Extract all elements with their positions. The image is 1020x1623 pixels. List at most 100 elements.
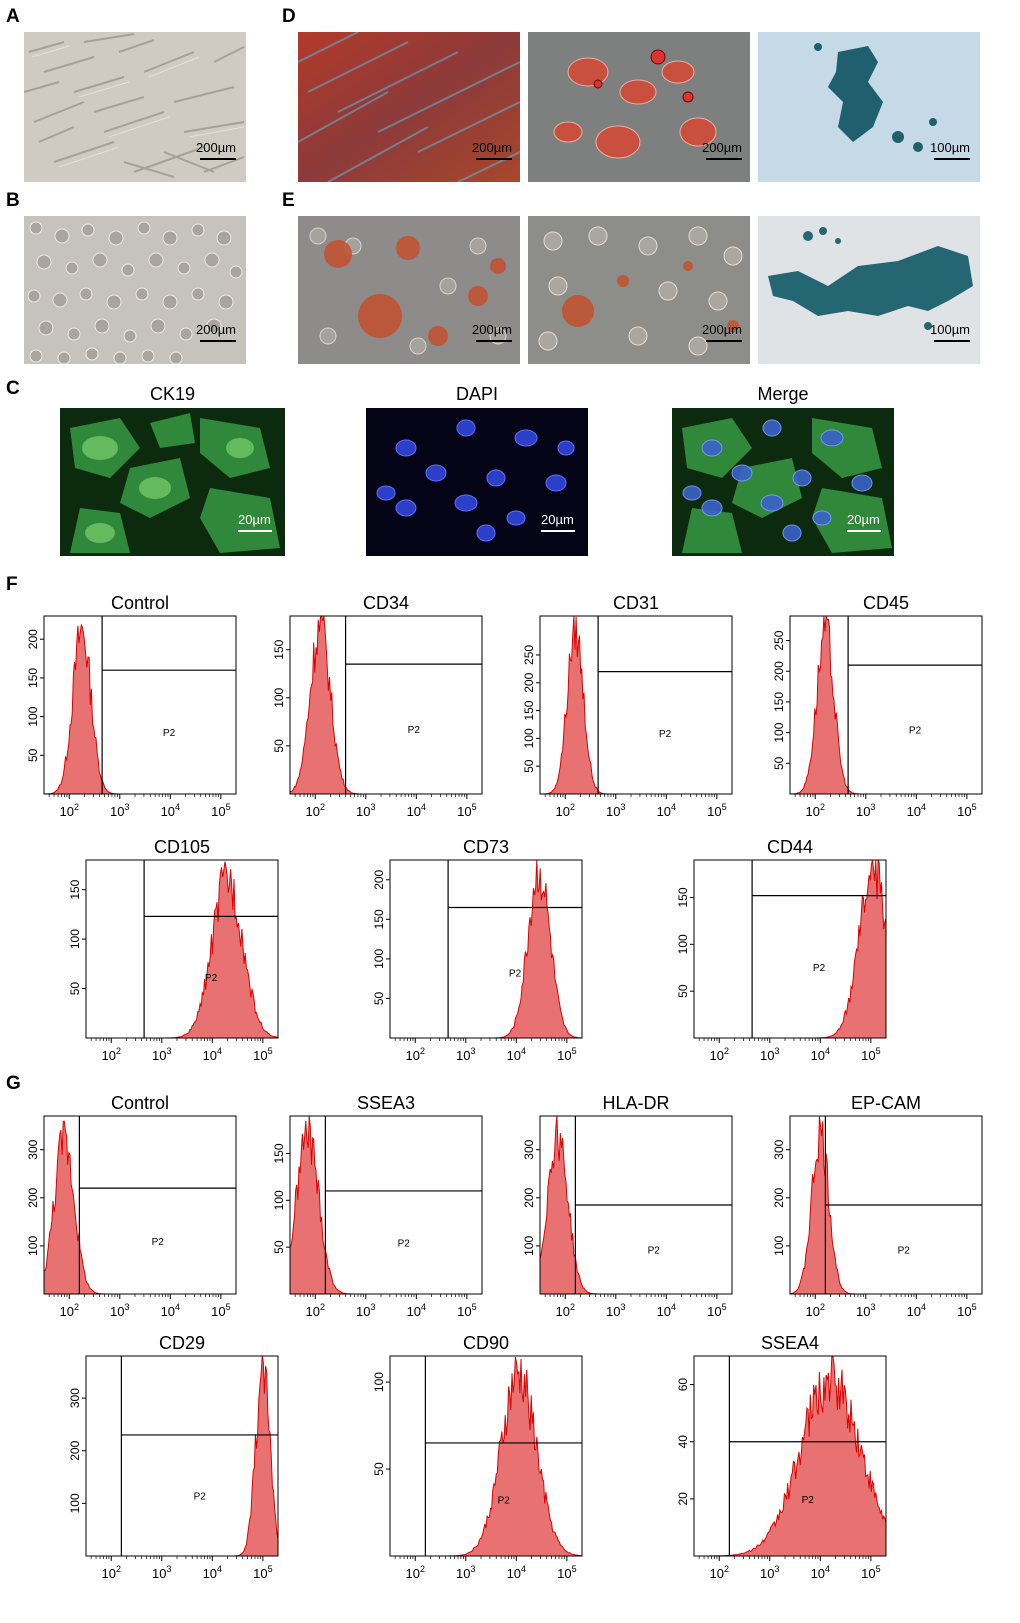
histogram-frame-f-cd34 — [289, 615, 483, 795]
histogram-f-control: Control P2 50 100 150 200 102 103 104 105 — [8, 590, 248, 828]
y-tick-label-f-cd44: 150 — [676, 887, 690, 907]
micrograph-d1 — [298, 32, 520, 182]
x-tick-label-g-ssea3: 103 — [356, 1302, 375, 1319]
scale-line-ck19 — [238, 530, 272, 532]
histogram-area-f-cd34 — [289, 614, 482, 795]
y-tick-label-f-cd31: 50 — [522, 759, 536, 773]
x-tick-label-g-cd90: 104 — [507, 1564, 526, 1581]
x-tick-label-f-cd34: 102 — [306, 802, 325, 819]
y-tick-label-g-hla-dr: 300 — [522, 1139, 536, 1159]
histogram-title-f-cd105: CD105 — [154, 837, 210, 857]
panel-letter-b: B — [6, 190, 20, 211]
x-tick-label-f-cd31: 103 — [606, 802, 625, 819]
gate-label-g-ep-cam: P2 — [898, 1246, 911, 1257]
histogram-frame-g-cd29 — [85, 1355, 279, 1557]
y-tick-label-f-control: 50 — [26, 748, 40, 762]
histogram-f-cd45: CD45 P2 50 100 150 200 250 102 103 104 105 — [754, 590, 994, 828]
scale-line-b — [200, 340, 236, 342]
histogram-svg-f-control: Control P2 50 100 150 200 102 103 104 105 — [26, 593, 237, 819]
y-tick-label-f-cd31: 100 — [522, 728, 536, 748]
x-tick-label-f-control: 105 — [211, 802, 230, 819]
gate-label-f-control: P2 — [163, 728, 176, 739]
x-tick-label-g-ep-cam: 103 — [856, 1302, 875, 1319]
x-tick-label-f-cd105: 103 — [152, 1046, 171, 1063]
y-tick-label-f-cd45: 250 — [772, 630, 786, 650]
histogram-title-g-cd90: CD90 — [463, 1333, 509, 1353]
x-tick-label-f-cd45: 104 — [907, 802, 926, 819]
histogram-g-hla-dr: HLA-DR P2 100 200 300 102 103 104 105 — [504, 1090, 744, 1328]
x-tick-label-g-hla-dr: 103 — [606, 1302, 625, 1319]
scale-bar-d2: 200µm — [702, 140, 752, 170]
y-tick-label-g-hla-dr: 100 — [522, 1236, 536, 1256]
x-tick-label-g-cd90: 103 — [456, 1564, 475, 1581]
x-tick-label-g-cd90: 105 — [557, 1564, 576, 1581]
panel-letter-g: G — [6, 1073, 21, 1094]
histogram-area-f-cd73 — [390, 859, 583, 1039]
scale-label-a: 200µm — [196, 140, 237, 155]
histogram-svg-g-cd29: CD29 P2 100 200 300 102 103 104 105 — [68, 1333, 279, 1581]
histogram-frame-f-cd31 — [539, 615, 733, 795]
x-tick-label-g-ep-cam: 105 — [957, 1302, 976, 1319]
histogram-g-ssea4: SSEA4 P2 20 40 60 102 103 104 105 — [658, 1330, 898, 1590]
scale-bar-d1: 200µm — [472, 140, 522, 170]
histogram-area-g-cd29 — [86, 1355, 279, 1557]
y-tick-label-f-cd45: 50 — [772, 756, 786, 770]
y-tick-label-g-ssea4: 60 — [676, 1378, 690, 1392]
x-tick-label-f-cd34: 103 — [356, 802, 375, 819]
panel-letter-d: D — [282, 6, 296, 27]
panel-letter-c: C — [6, 378, 20, 399]
histogram-frame-g-cd90 — [389, 1355, 583, 1557]
y-tick-label-f-cd34: 50 — [272, 739, 286, 753]
y-tick-label-g-cd29: 100 — [68, 1493, 82, 1513]
scale-bar-dapi: 20µm — [537, 512, 587, 542]
histogram-frame-f-cd45 — [789, 615, 983, 795]
gate-label-g-ssea3: P2 — [398, 1238, 411, 1249]
x-tick-label-f-cd45: 103 — [856, 802, 875, 819]
histogram-frame-g-control — [43, 1115, 237, 1295]
y-tick-label-f-cd44: 50 — [676, 984, 690, 998]
x-tick-label-g-cd29: 102 — [102, 1564, 121, 1581]
histogram-frame-g-ssea4 — [693, 1355, 887, 1557]
scale-line-d3 — [934, 158, 970, 160]
y-tick-label-f-cd31: 250 — [522, 645, 536, 665]
scale-line-e2 — [706, 340, 742, 342]
y-tick-label-g-ssea3: 100 — [272, 1190, 286, 1210]
y-tick-label-g-ssea4: 20 — [676, 1492, 690, 1506]
y-tick-label-f-cd73: 150 — [372, 909, 386, 929]
y-tick-label-f-cd73: 100 — [372, 949, 386, 969]
histogram-svg-f-cd45: CD45 P2 50 100 150 200 250 102 103 104 105 — [772, 593, 983, 819]
scale-label-d3: 100µm — [930, 140, 971, 155]
x-tick-label-g-control: 104 — [161, 1302, 180, 1319]
scale-line-a — [200, 158, 236, 160]
x-tick-label-f-cd45: 105 — [957, 802, 976, 819]
title-dapi: DAPI — [455, 384, 498, 404]
y-tick-label-g-ssea3: 150 — [272, 1143, 286, 1163]
histogram-title-g-hla-dr: HLA-DR — [602, 1093, 669, 1113]
histogram-frame-g-ssea3 — [289, 1115, 483, 1295]
histogram-frame-f-control — [43, 615, 237, 795]
histogram-g-ep-cam: EP-CAM P2 100 200 300 102 103 104 105 — [754, 1090, 994, 1328]
gate-label-f-cd105: P2 — [205, 973, 218, 984]
x-tick-label-g-ssea3: 105 — [457, 1302, 476, 1319]
x-tick-label-g-hla-dr: 105 — [707, 1302, 726, 1319]
scale-bar-e3: 100µm — [930, 322, 980, 352]
x-tick-label-g-ssea3: 102 — [306, 1302, 325, 1319]
gate-label-f-cd73: P2 — [509, 969, 522, 980]
histogram-title-f-cd44: CD44 — [767, 837, 813, 857]
x-tick-label-f-cd44: 103 — [760, 1046, 779, 1063]
gate-label-g-ssea4: P2 — [802, 1495, 815, 1506]
gate-label-f-cd45: P2 — [909, 726, 922, 737]
histogram-svg-f-cd34: CD34 P2 50 100 150 102 103 104 105 — [272, 593, 483, 819]
y-tick-label-f-control: 200 — [26, 629, 40, 649]
histogram-title-g-ssea3: SSEA3 — [357, 1093, 415, 1113]
histogram-area-f-control — [44, 623, 236, 795]
micrograph-d2 — [528, 32, 750, 182]
x-tick-label-g-ep-cam: 104 — [907, 1302, 926, 1319]
x-tick-label-f-cd73: 102 — [406, 1046, 425, 1063]
x-tick-label-f-cd44: 105 — [861, 1046, 880, 1063]
y-tick-label-g-control: 200 — [26, 1187, 40, 1207]
x-tick-label-g-ssea4: 102 — [710, 1564, 729, 1581]
scale-bar-a: 200µm — [196, 140, 246, 170]
x-tick-label-f-cd105: 102 — [102, 1046, 121, 1063]
gate-label-f-cd44: P2 — [813, 963, 826, 974]
